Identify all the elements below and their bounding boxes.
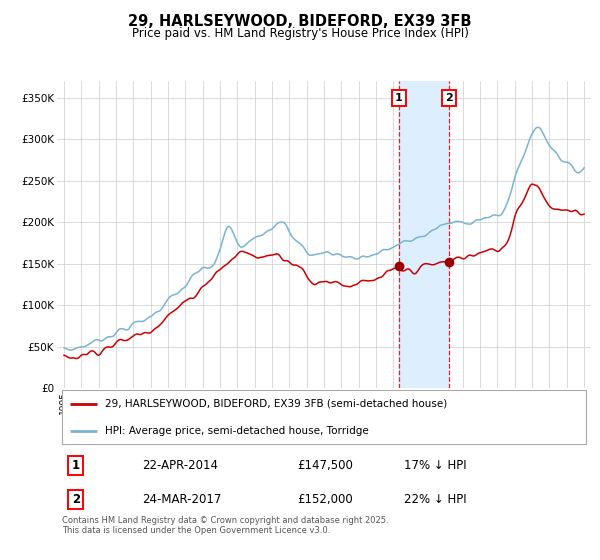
Text: 17% ↓ HPI: 17% ↓ HPI bbox=[404, 459, 467, 472]
Text: HPI: Average price, semi-detached house, Torridge: HPI: Average price, semi-detached house,… bbox=[105, 426, 369, 436]
FancyBboxPatch shape bbox=[62, 390, 586, 445]
Text: 22-APR-2014: 22-APR-2014 bbox=[142, 459, 218, 472]
Text: 24-MAR-2017: 24-MAR-2017 bbox=[142, 493, 222, 506]
Text: Contains HM Land Registry data © Crown copyright and database right 2025.
This d: Contains HM Land Registry data © Crown c… bbox=[62, 516, 389, 535]
Text: 22% ↓ HPI: 22% ↓ HPI bbox=[404, 493, 467, 506]
Text: £152,000: £152,000 bbox=[298, 493, 353, 506]
Bar bbox=[399, 81, 449, 388]
Text: 1: 1 bbox=[395, 93, 403, 103]
Text: Price paid vs. HM Land Registry's House Price Index (HPI): Price paid vs. HM Land Registry's House … bbox=[131, 27, 469, 40]
Text: 1: 1 bbox=[71, 459, 80, 472]
Text: 29, HARLSEYWOOD, BIDEFORD, EX39 3FB: 29, HARLSEYWOOD, BIDEFORD, EX39 3FB bbox=[128, 14, 472, 29]
Text: 29, HARLSEYWOOD, BIDEFORD, EX39 3FB (semi-detached house): 29, HARLSEYWOOD, BIDEFORD, EX39 3FB (sem… bbox=[105, 399, 448, 409]
Text: 2: 2 bbox=[71, 493, 80, 506]
Text: 2: 2 bbox=[445, 93, 453, 103]
Text: £147,500: £147,500 bbox=[298, 459, 353, 472]
